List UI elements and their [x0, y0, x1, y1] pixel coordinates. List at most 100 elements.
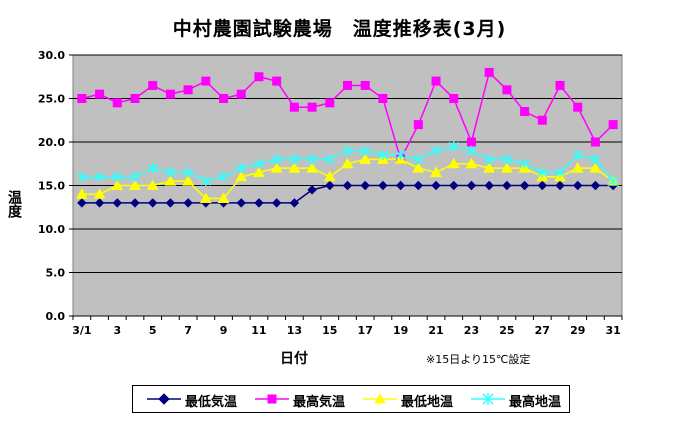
x-tick-label: 5 [149, 324, 157, 337]
data-point [271, 198, 282, 208]
data-point [571, 162, 584, 173]
x-tick-label: 31 [605, 324, 620, 337]
data-point [165, 89, 175, 99]
data-point [129, 179, 141, 190]
data-point [219, 94, 229, 103]
data-point [289, 198, 300, 208]
x-tick-label: 23 [464, 324, 479, 337]
chart-title: 中村農園試験農場 温度推移表(3月) [172, 18, 507, 40]
data-point [289, 102, 299, 112]
data-point [484, 180, 494, 191]
data-point [449, 94, 459, 103]
data-point [324, 154, 336, 165]
data-point [519, 158, 531, 169]
data-point [502, 85, 512, 95]
data-point [130, 94, 140, 103]
data-point [217, 192, 230, 204]
x-tick-label: 29 [570, 324, 585, 337]
data-point [325, 98, 335, 108]
data-point [201, 76, 211, 86]
data-point [254, 72, 264, 82]
data-point [112, 198, 122, 208]
data-point [183, 198, 193, 208]
data-point [112, 98, 122, 108]
data-point [76, 188, 88, 199]
data-point [377, 150, 389, 161]
x-tick-label: 11 [251, 324, 266, 337]
data-point [447, 157, 460, 169]
x-tick-label: 17 [358, 324, 373, 337]
data-point [253, 158, 265, 169]
data-point [165, 198, 176, 208]
data-point [589, 154, 601, 165]
y-tick-label: 5.0 [46, 267, 66, 280]
data-point [413, 120, 423, 130]
data-point [270, 162, 283, 173]
data-point [77, 94, 87, 103]
legend-label: 最低気温 [185, 395, 238, 410]
y-tick-label: 30.0 [38, 49, 65, 62]
data-point [608, 120, 618, 130]
data-point [288, 162, 301, 173]
data-point [182, 167, 194, 178]
data-point [519, 180, 530, 191]
y-tick-label: 15.0 [38, 180, 65, 193]
data-point [272, 76, 282, 86]
x-tick-label: 7 [184, 324, 192, 337]
x-tick-label: 25 [499, 324, 514, 337]
data-point [182, 175, 194, 186]
data-point [129, 171, 141, 182]
data-point [430, 166, 442, 177]
data-point [271, 154, 283, 165]
data-point [484, 67, 494, 77]
y-axis-label: 温度 [6, 190, 22, 218]
data-point [395, 150, 407, 161]
data-point [448, 141, 460, 152]
data-point [378, 180, 388, 191]
data-point [307, 185, 317, 195]
legend-marker-diamond [147, 393, 181, 405]
data-point [466, 137, 476, 147]
data-point [555, 80, 565, 90]
data-point [235, 170, 248, 182]
data-point [431, 76, 441, 86]
data-point [147, 163, 159, 174]
data-point [501, 154, 513, 165]
y-tick-label: 10.0 [38, 223, 65, 236]
data-point [520, 107, 530, 117]
legend: 最低気温 最高気温 最低地温 最高地温 [132, 385, 570, 413]
data-point [253, 166, 265, 177]
legend-label: 最高地温 [509, 395, 562, 410]
data-point [236, 89, 246, 99]
data-point [77, 198, 87, 208]
data-point [342, 180, 353, 191]
legend-label: 最高気温 [293, 395, 346, 410]
data-point [307, 102, 317, 112]
data-point [359, 153, 372, 164]
data-point [288, 154, 300, 165]
data-point [466, 145, 477, 156]
x-tick-label: 3 [113, 324, 121, 337]
data-point [466, 180, 477, 191]
data-point [359, 145, 371, 156]
x-tick-label: 3/1 [72, 324, 91, 337]
data-point [483, 162, 496, 173]
data-point [573, 180, 583, 191]
data-point [164, 175, 177, 186]
data-point [323, 170, 336, 182]
legend-label: 最低地温 [401, 395, 454, 410]
data-point [164, 167, 176, 178]
data-point [76, 171, 88, 182]
data-point [554, 167, 566, 178]
x-tick-label: 21 [428, 324, 443, 337]
data-point [343, 80, 352, 90]
x-tick-label: 13 [287, 324, 302, 337]
x-tick-label: 19 [393, 324, 408, 337]
data-point [218, 171, 229, 182]
data-point [431, 180, 441, 191]
y-tick-label: 0.0 [46, 310, 66, 323]
data-point [412, 154, 424, 165]
data-point [147, 198, 158, 208]
data-point [306, 154, 318, 165]
